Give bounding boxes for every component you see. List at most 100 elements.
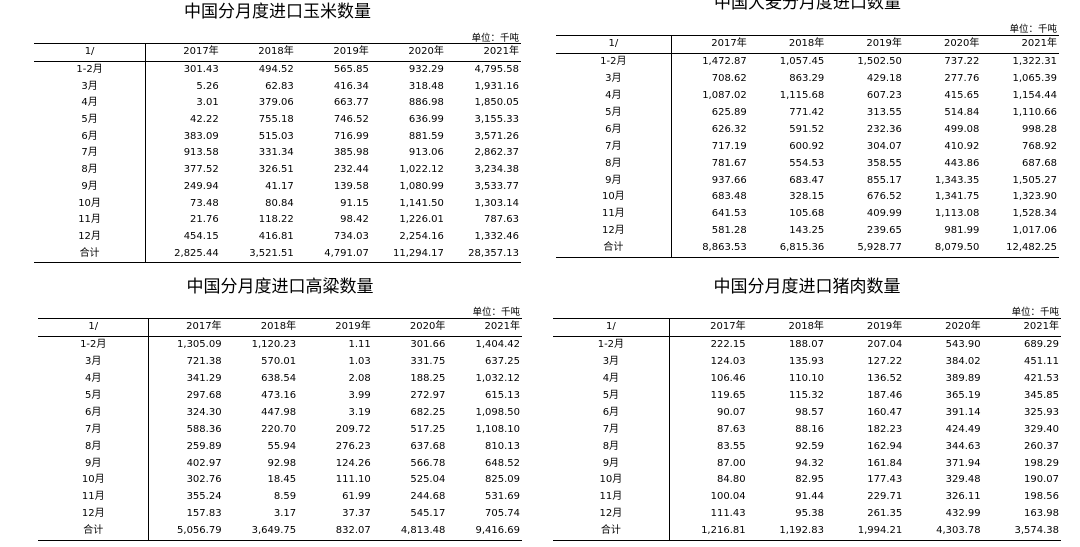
table-cell: 127.22 — [867, 356, 903, 368]
table-cell: 676.52 — [866, 191, 902, 203]
header-row: 1/2017年 2018年 2019年 2020年 2021年 — [34, 43, 521, 62]
table-cell: 981.99 — [944, 225, 980, 237]
table-cell: 12,482.25 — [981, 239, 1059, 258]
table-cell: 188.25 — [410, 373, 446, 385]
table-cell: 329.40 — [1024, 423, 1059, 435]
table-cell: 106.46 — [710, 373, 746, 385]
table-row: 11月 21.76 118.22 98.42 1,226.01 787.63 — [34, 211, 521, 229]
table-cell: 88.16 — [795, 423, 824, 435]
row-month: 5月 — [38, 387, 150, 405]
table-cell: 1,110.66 — [1012, 107, 1057, 118]
header-year: 2017年 — [148, 318, 224, 337]
table-cell: 721.38 — [186, 356, 222, 368]
row-month: 11月 — [34, 211, 147, 229]
table-row: 8月 259.89 55.94 276.23 637.68 810.13 — [38, 438, 522, 456]
table-row: 5月 42.22 755.18 746.52 636.99 3,155.33 — [34, 111, 521, 129]
table-cell: 881.59 — [408, 130, 444, 142]
table-cell: 1,303.14 — [474, 197, 519, 209]
table-cell: 424.49 — [945, 423, 981, 435]
table-cell: 1,216.81 — [669, 522, 748, 541]
table-cell: 447.98 — [261, 406, 297, 418]
table-row: 5月 625.89 771.42 313.55 514.84 1,110.66 — [556, 104, 1059, 122]
table-cell: 1,226.01 — [399, 214, 444, 226]
table-row: 1-2月 1,305.09 1,120.23 1.11 301.66 1,404.42 — [38, 336, 522, 354]
table-cell: 416.34 — [333, 80, 369, 92]
table-cell: 73.48 — [190, 197, 219, 209]
table-cell: 636.99 — [408, 114, 444, 126]
table-cell: 913.58 — [183, 147, 219, 159]
unit-label: 单位：千吨 — [1011, 307, 1059, 318]
table-cell: 41.17 — [265, 180, 294, 192]
header-year: 2021年 — [981, 35, 1059, 54]
row-month: 9月 — [553, 455, 670, 473]
row-month: 合计 — [553, 522, 670, 541]
header-year: 2017年 — [671, 35, 749, 54]
table-cell: 18.45 — [267, 474, 297, 486]
table-cell: 87.63 — [716, 423, 746, 435]
table-cell: 325.93 — [1024, 406, 1059, 418]
table-cell: 42.22 — [190, 114, 219, 126]
table-cell: 886.98 — [408, 97, 444, 109]
table-cell: 90.07 — [716, 406, 746, 418]
table-cell: 3,521.51 — [220, 245, 296, 263]
table-cell: 565.85 — [333, 64, 369, 76]
table-cell: 1,154.44 — [1012, 90, 1057, 102]
table-cell: 331.34 — [258, 147, 294, 159]
table-cell: 91.15 — [340, 197, 369, 209]
row-month: 7月 — [34, 145, 147, 162]
table-cell: 8,079.50 — [903, 239, 982, 258]
table-cell: 371.94 — [945, 457, 981, 469]
row-month: 1-2月 — [556, 53, 672, 71]
header-row: 1/2017年 2018年 2019年 2020年 2021年 — [553, 318, 1061, 337]
table-cell: 4,813.48 — [372, 522, 448, 541]
table-cell: 689.29 — [1024, 339, 1059, 351]
table-cell: 345.85 — [1024, 390, 1059, 401]
import-table: 1/2017年 2018年 2019年 2020年 2021年 1-2月 1,305.09 1… — [38, 318, 522, 541]
table-cell: 190.07 — [1024, 474, 1059, 486]
row-month: 10月 — [553, 472, 670, 489]
table-cell: 1.11 — [348, 339, 371, 351]
table-cell: 276.23 — [335, 440, 371, 452]
table-cell: 746.52 — [333, 114, 369, 126]
table-cell: 641.53 — [711, 208, 747, 220]
table-cell: 1,472.87 — [702, 56, 747, 68]
import-table: 1/2017年 2018年 2019年 2020年 2021年 1-2月 1,472.87 1… — [556, 35, 1059, 258]
table-cell: 3.17 — [273, 508, 297, 520]
table-cell: 161.84 — [867, 457, 903, 469]
header-year: 2017年 — [145, 43, 221, 62]
table-cell: 626.32 — [711, 123, 747, 135]
table-cell: 705.74 — [485, 508, 520, 520]
table-cell: 207.04 — [867, 339, 903, 351]
row-month: 合计 — [38, 522, 150, 541]
table-cell: 3,649.75 — [223, 522, 299, 541]
table-cell: 232.36 — [866, 123, 902, 135]
table-cell: 3.19 — [348, 406, 371, 418]
row-month: 3月 — [556, 70, 672, 88]
table-cell: 517.25 — [410, 423, 446, 435]
table-row: 4月 3.01 379.06 663.77 886.98 1,850.05 — [34, 95, 521, 112]
row-month: 6月 — [38, 404, 150, 422]
row-month: 1-2月 — [38, 336, 150, 354]
table-cell: 313.55 — [866, 107, 902, 118]
table-cell: 118.22 — [258, 214, 294, 226]
row-month: 8月 — [34, 161, 147, 179]
table-cell: 825.09 — [485, 474, 520, 486]
table-cell: 385.98 — [333, 147, 369, 159]
table-cell: 638.54 — [261, 373, 297, 385]
table-cell: 716.99 — [333, 130, 369, 142]
row-month: 11月 — [553, 488, 670, 506]
table-cell: 771.42 — [789, 107, 825, 118]
barley-import-panel: 中国大麦分月度进口数量 单位：千吨 1/2017年 2018年 2019年 2020年 20… — [556, 0, 1059, 258]
row-month: 9月 — [38, 455, 150, 473]
table-row: 1-2月 301.43 494.52 565.85 932.29 4,795.58 — [34, 61, 521, 79]
table-row: 9月 402.97 92.98 124.26 566.78 648.52 — [38, 455, 522, 473]
table-cell: 391.14 — [945, 406, 981, 418]
header-year: 2019年 — [826, 35, 904, 54]
row-month: 8月 — [38, 438, 150, 456]
table-cell: 663.77 — [333, 97, 369, 109]
table-row: 6月 324.30 447.98 3.19 682.25 1,098.50 — [38, 404, 522, 422]
table-row: 12月 157.83 3.17 37.37 545.17 705.74 — [38, 505, 522, 523]
table-row: 3月 5.26 62.83 416.34 318.48 1,931.16 — [34, 78, 521, 96]
table-cell: 302.76 — [186, 474, 222, 486]
table-row: 1-2月 1,472.87 1,057.45 1,502.50 737.22 1,322.… — [556, 53, 1059, 71]
